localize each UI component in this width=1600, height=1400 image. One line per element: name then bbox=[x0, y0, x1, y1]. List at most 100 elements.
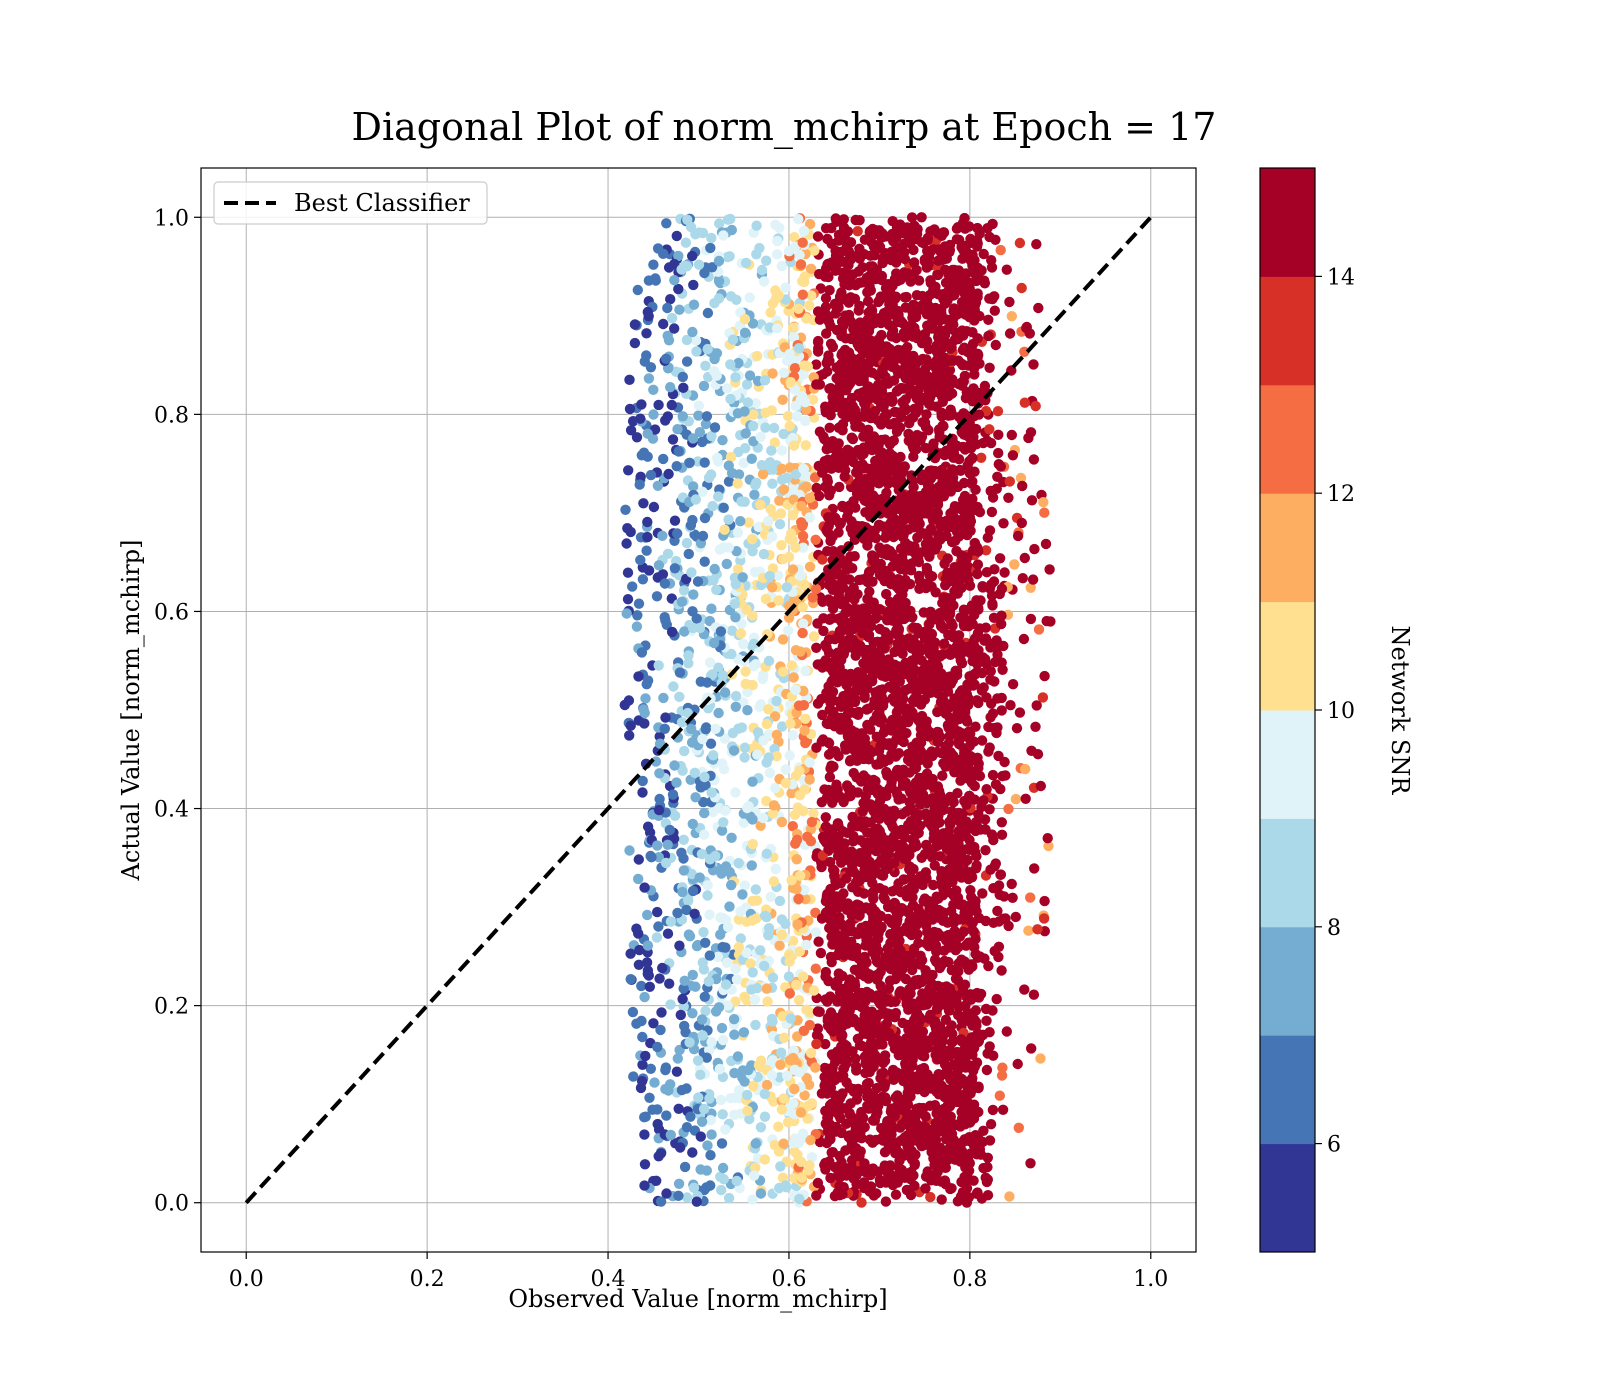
scatter-point bbox=[726, 467, 738, 479]
scatter-point bbox=[683, 658, 694, 669]
scatter-point bbox=[700, 937, 711, 948]
scatter-point bbox=[691, 613, 702, 624]
scatter-point bbox=[995, 244, 1006, 256]
scatter-point bbox=[981, 1064, 993, 1076]
scatter-point bbox=[796, 1172, 807, 1183]
scatter-point bbox=[799, 1090, 810, 1101]
scatter-point bbox=[1029, 543, 1040, 555]
scatter-point bbox=[721, 558, 732, 570]
scatter-point bbox=[672, 1053, 683, 1064]
scatter-point bbox=[766, 405, 777, 416]
scatter-point bbox=[666, 626, 678, 638]
scatter-point bbox=[702, 1140, 713, 1151]
scatter-point bbox=[639, 1159, 651, 1170]
scatter-point bbox=[725, 393, 736, 405]
scatter-point bbox=[976, 735, 988, 746]
scatter-point bbox=[786, 660, 798, 671]
scatter-point bbox=[958, 477, 970, 489]
scatter-point bbox=[711, 370, 722, 381]
scatter-point bbox=[695, 1069, 706, 1081]
scatter-point bbox=[705, 1115, 716, 1126]
scatter-point bbox=[925, 1009, 936, 1020]
scatter-point bbox=[782, 410, 794, 422]
scatter-point bbox=[659, 578, 671, 589]
scatter-point bbox=[738, 457, 749, 469]
scatter-point bbox=[784, 420, 795, 432]
scatter-point bbox=[768, 876, 780, 887]
scatter-point bbox=[810, 583, 822, 595]
scatter-point bbox=[1040, 538, 1052, 550]
scatter-point bbox=[763, 930, 774, 941]
scatter-point bbox=[776, 816, 788, 828]
scatter-point bbox=[777, 394, 788, 405]
scatter-point bbox=[1011, 723, 1023, 734]
scatter-point bbox=[853, 706, 864, 718]
scatter-point bbox=[651, 932, 663, 943]
scatter-point bbox=[642, 516, 653, 528]
scatter-point bbox=[986, 506, 998, 518]
scatter-point bbox=[804, 561, 816, 572]
scatter-point bbox=[928, 438, 939, 449]
scatter-point bbox=[776, 463, 788, 474]
scatter-point bbox=[732, 527, 744, 538]
scatter-point bbox=[636, 399, 647, 410]
scatter-point bbox=[775, 508, 787, 519]
scatter-point bbox=[674, 691, 685, 702]
scatter-point bbox=[932, 746, 943, 758]
scatter-point bbox=[753, 521, 764, 533]
scatter-point bbox=[637, 574, 649, 585]
scatter-point bbox=[689, 767, 700, 778]
scatter-point bbox=[806, 290, 817, 301]
scatter-point bbox=[647, 1104, 658, 1115]
scatter-point bbox=[813, 490, 825, 502]
scatter-point bbox=[811, 359, 822, 370]
scatter-point bbox=[780, 778, 791, 789]
scatter-point bbox=[702, 343, 713, 355]
scatter-point bbox=[678, 983, 689, 994]
scatter-point bbox=[681, 904, 692, 916]
scatter-point bbox=[1000, 770, 1011, 781]
scatter-point bbox=[776, 445, 787, 456]
scatter-point bbox=[984, 231, 995, 243]
scatter-point bbox=[686, 567, 697, 578]
scatter-point bbox=[920, 1183, 931, 1194]
scatter-point bbox=[699, 457, 710, 468]
scatter-point bbox=[715, 626, 727, 637]
scatter-point bbox=[758, 735, 769, 746]
scatter-point bbox=[672, 907, 683, 919]
scatter-point bbox=[743, 1064, 754, 1076]
scatter-point bbox=[779, 1032, 790, 1043]
scatter-point bbox=[983, 721, 994, 733]
scatter-point bbox=[750, 884, 761, 895]
scatter-point bbox=[932, 1054, 943, 1065]
scatter-point bbox=[701, 1052, 712, 1063]
scatter-point bbox=[678, 382, 689, 393]
scatter-point bbox=[642, 451, 653, 462]
scatter-point bbox=[808, 808, 819, 819]
scatter-point bbox=[967, 327, 978, 338]
scatter-point bbox=[767, 368, 778, 379]
scatter-point bbox=[826, 760, 837, 771]
scatter-point bbox=[750, 398, 761, 409]
scatter-point bbox=[945, 1183, 956, 1195]
scatter-point bbox=[637, 1031, 648, 1043]
scatter-point bbox=[804, 492, 815, 504]
scatter-point bbox=[795, 570, 806, 581]
scatter-point bbox=[1019, 763, 1031, 775]
scatter-point bbox=[1007, 892, 1018, 903]
scatter-point bbox=[655, 1024, 666, 1036]
scatter-point bbox=[940, 1134, 952, 1145]
scatter-point bbox=[996, 1070, 1008, 1081]
scatter-point bbox=[959, 212, 970, 224]
scatter-point bbox=[730, 963, 741, 974]
scatter-point bbox=[782, 1117, 794, 1128]
scatter-point bbox=[716, 1022, 728, 1034]
scatter-point bbox=[633, 715, 644, 726]
scatter-point bbox=[985, 712, 996, 723]
scatter-point bbox=[811, 642, 822, 653]
scatter-point bbox=[908, 678, 919, 689]
scatter-point bbox=[677, 886, 688, 898]
scatter-point bbox=[998, 913, 1009, 924]
scatter-point bbox=[741, 604, 752, 615]
scatter-point bbox=[771, 729, 783, 740]
